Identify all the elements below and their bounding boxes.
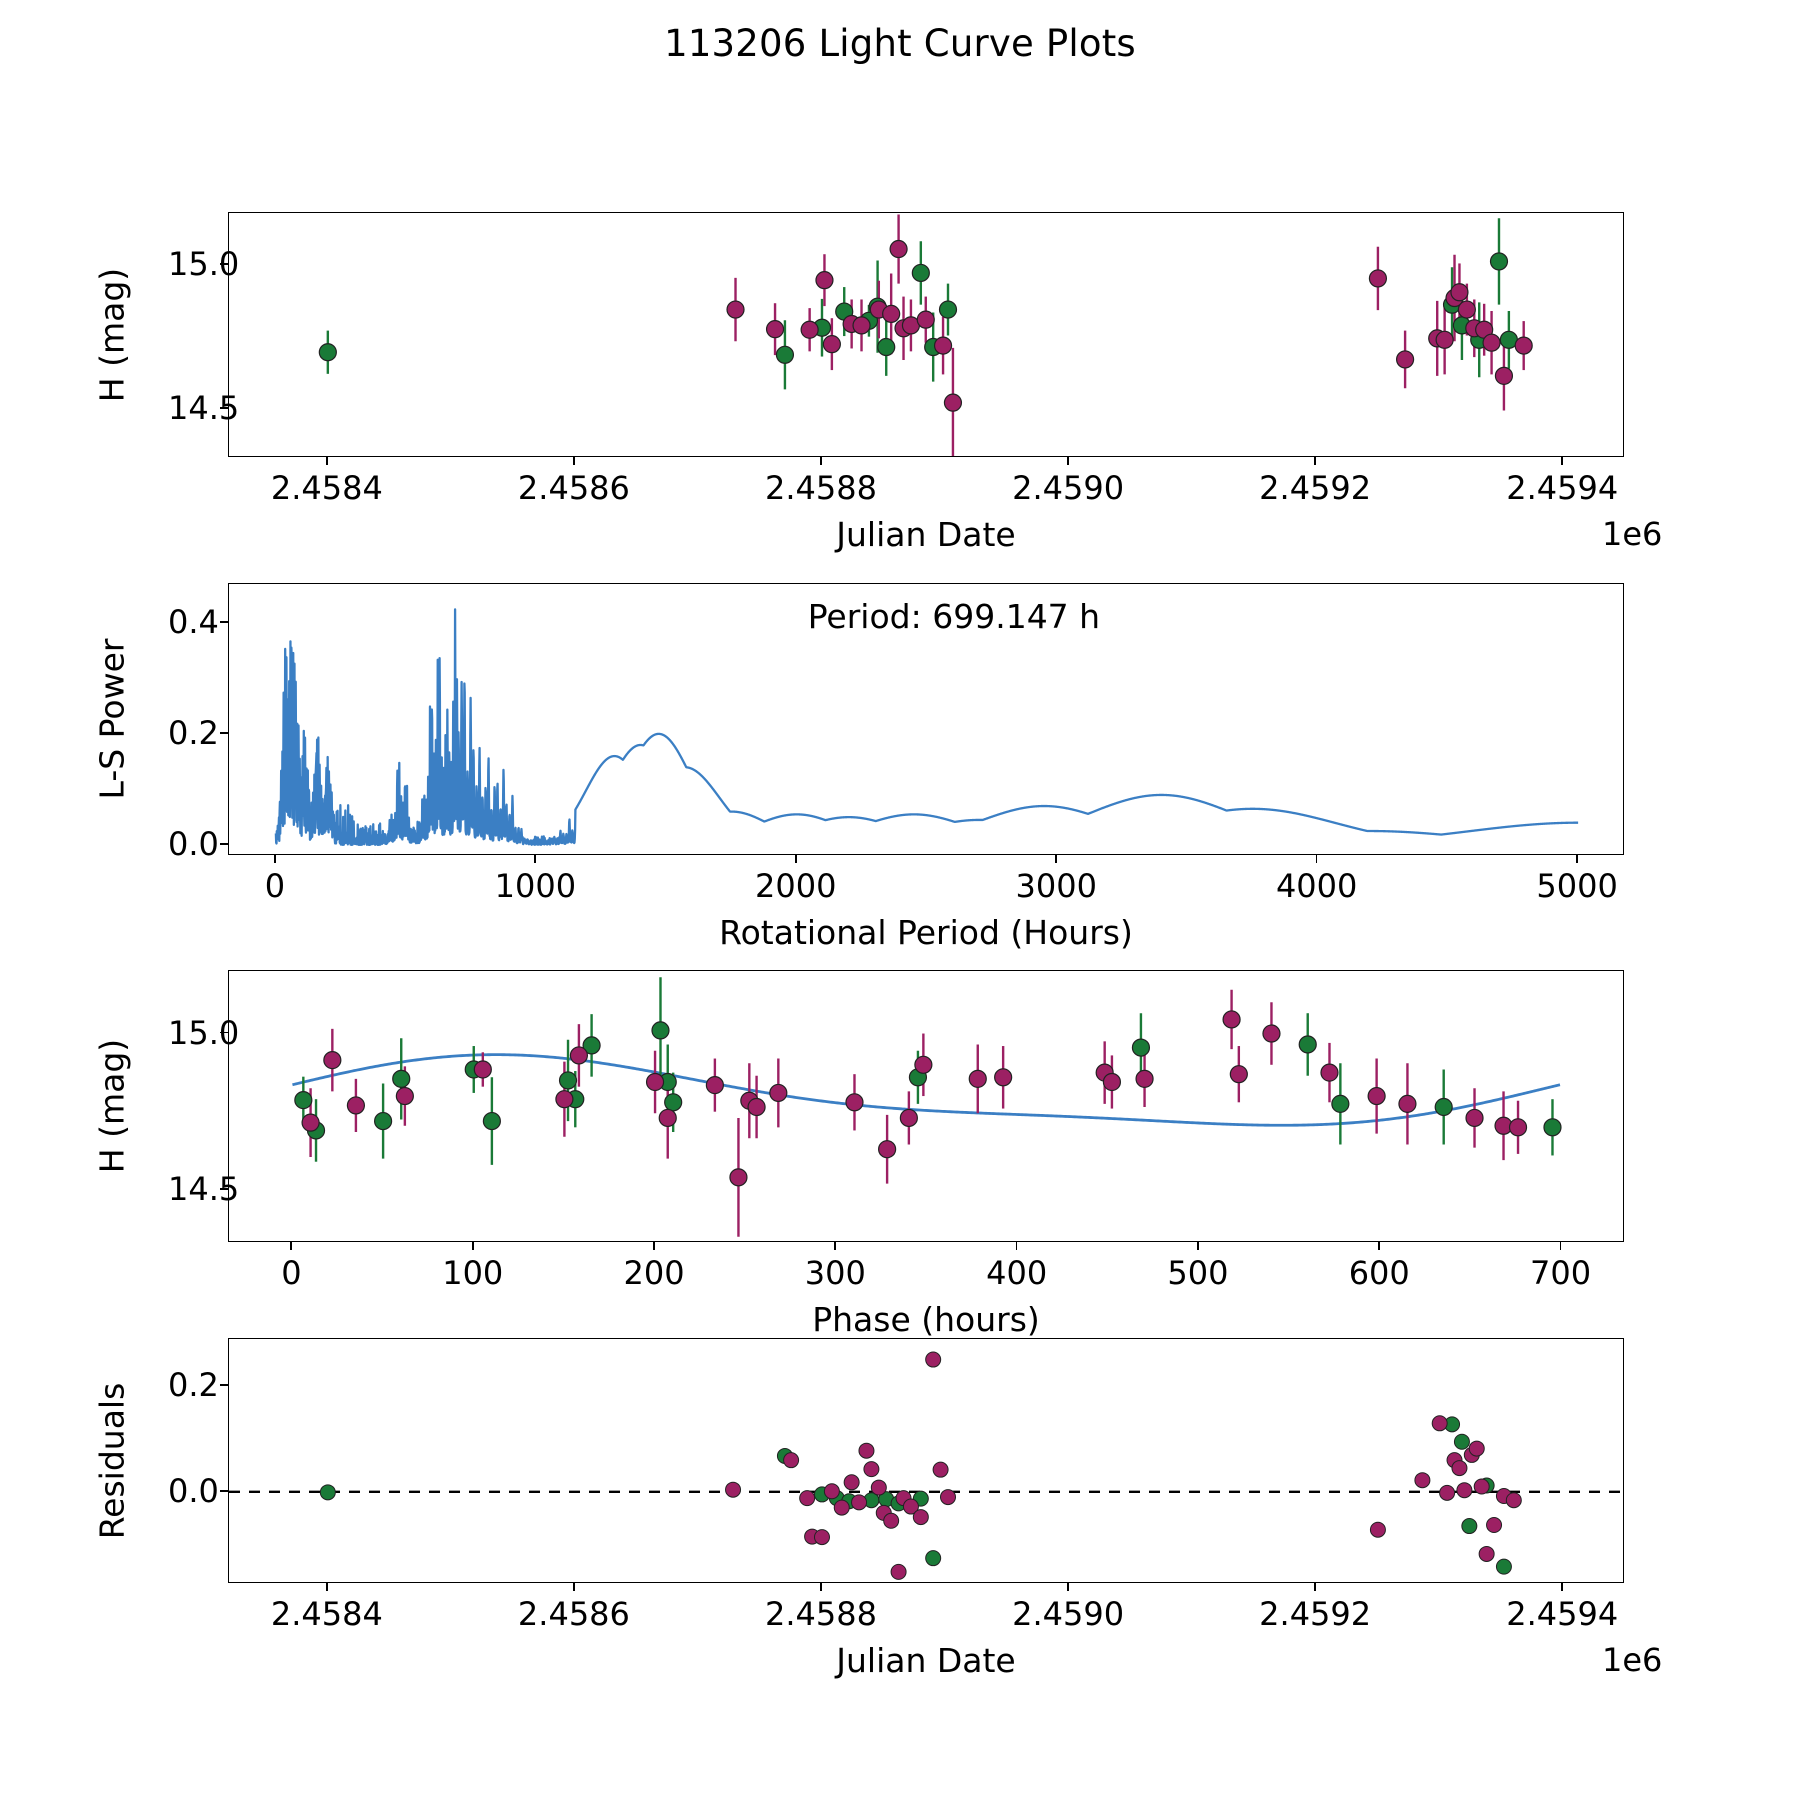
phase-ytick-mark	[220, 1187, 228, 1190]
lightcurve-ytick-label: 15.0	[168, 244, 240, 283]
phase-xtick-label: 100	[442, 1254, 504, 1292]
phase-xtick-mark	[1559, 1242, 1562, 1250]
residuals-xtick-label: 2.4586	[517, 1595, 630, 1633]
residuals-xtick-mark	[1067, 1583, 1069, 1591]
residuals-ytick-mark	[220, 1489, 228, 1492]
figure-title: 113206 Light Curve Plots	[664, 22, 1136, 65]
phase-xtick-mark	[471, 1242, 474, 1250]
residuals-xtick-label: 2.4594	[1506, 1595, 1619, 1633]
phase-xtick-label: 500	[1167, 1254, 1229, 1292]
phase-xlabel: Phase (hours)	[812, 1300, 1040, 1339]
lightcurve-axes[interactable]	[228, 212, 1624, 457]
phase-xtick-mark	[834, 1242, 837, 1250]
periodogram-ytick-mark	[220, 842, 228, 845]
residuals-xtick-label: 2.4592	[1259, 1595, 1372, 1633]
periodogram-xtick-mark	[794, 855, 797, 863]
lightcurve-xtick-mark	[819, 457, 822, 465]
phase-xtick-label: 300	[804, 1254, 866, 1292]
residuals-xtick-label: 2.4584	[270, 1595, 383, 1633]
periodogram-xtick-mark	[534, 855, 537, 863]
lightcurve-xtick-label: 2.4594	[1506, 469, 1619, 507]
periodogram-xtick-label: 5000	[1536, 867, 1618, 905]
residuals-ytick-label: 0.0	[168, 1471, 219, 1510]
lightcurve-xtick-label: 2.4592	[1259, 469, 1372, 507]
periodogram-ytick-label: 0.0	[168, 824, 219, 863]
residuals-xtick-mark	[819, 1583, 822, 1591]
lightcurve-xtick-mark	[1561, 457, 1564, 465]
lightcurve-xtick-mark	[572, 457, 575, 465]
periodogram-xlabel: Rotational Period (Hours)	[719, 913, 1133, 952]
lightcurve-xtick-label: 2.4586	[517, 469, 630, 507]
periodogram-xtick-label: 3000	[1015, 867, 1097, 905]
residuals-xlabel: Julian Date	[836, 1641, 1016, 1680]
lightcurve-ytick-mark	[220, 407, 228, 409]
lightcurve-xtick-label: 2.4590	[1012, 469, 1125, 507]
period-annotation: Period: 699.147 h	[807, 597, 1101, 636]
phase-xtick-label: 0	[281, 1254, 302, 1292]
lightcurve-xtick-mark	[1314, 457, 1316, 465]
residuals-xtick-mark	[1314, 1583, 1316, 1591]
periodogram-xtick-mark	[1576, 855, 1578, 863]
lightcurve-ytick-mark	[220, 262, 228, 265]
residuals-xtick-label: 2.4590	[1012, 1595, 1125, 1633]
phase-ytick-label: 15.0	[168, 1013, 240, 1052]
phase-xtick-label: 400	[986, 1254, 1048, 1292]
lightcurve-xtick-mark	[325, 457, 328, 465]
phase-xtick-mark	[1196, 1242, 1199, 1250]
residuals-axes[interactable]	[228, 1338, 1624, 1583]
residuals-ytick-label: 0.2	[168, 1366, 219, 1405]
periodogram-xtick-mark	[1315, 855, 1318, 863]
periodogram-xtick-label: 2000	[755, 867, 837, 905]
phase-xtick-label: 600	[1348, 1254, 1410, 1292]
periodogram-xtick-label: 0	[264, 867, 286, 905]
residuals-ytick-mark	[220, 1384, 228, 1387]
residuals-xtick-mark	[1561, 1583, 1564, 1591]
lightcurve-xlabel: Julian Date	[836, 515, 1016, 554]
lightcurve-ylabel: H (mag)	[92, 267, 132, 402]
periodogram-ylabel: L-S Power	[92, 638, 132, 800]
phase-xtick-mark	[290, 1242, 293, 1250]
phase-ytick-label: 14.5	[168, 1169, 240, 1208]
phase-ytick-mark	[220, 1031, 228, 1034]
lightcurve-xtick-mark	[1067, 457, 1069, 465]
residuals-xtick-mark	[572, 1583, 575, 1591]
phase-axes[interactable]	[228, 970, 1624, 1242]
periodogram-ytick-label: 0.4	[168, 602, 219, 641]
residuals-x-offset-text: 1e6	[1602, 1641, 1663, 1679]
periodogram-ytick-mark	[220, 731, 228, 734]
residuals-ylabel: Residuals	[92, 1382, 132, 1539]
periodogram-ytick-label: 0.2	[168, 713, 219, 752]
lightcurve-xtick-label: 2.4584	[270, 469, 383, 507]
phase-xtick-label: 200	[623, 1254, 685, 1292]
lightcurve-xtick-label: 2.4588	[765, 469, 877, 507]
periodogram-axes[interactable]	[228, 583, 1624, 855]
lightcurve-ytick-label: 14.5	[168, 389, 240, 427]
lightcurve-x-offset-text: 1e6	[1602, 515, 1663, 553]
periodogram-xtick-label: 1000	[494, 867, 577, 905]
phase-xtick-label: 700	[1529, 1254, 1592, 1292]
residuals-xtick-mark	[325, 1583, 328, 1591]
phase-ylabel: H (mag)	[92, 1038, 132, 1174]
periodogram-xtick-mark	[273, 855, 276, 863]
periodogram-xtick-label: 4000	[1275, 867, 1358, 905]
residuals-xtick-label: 2.4588	[765, 1595, 877, 1633]
periodogram-xtick-mark	[1055, 855, 1058, 863]
periodogram-ytick-mark	[220, 620, 228, 623]
phase-xtick-mark	[1015, 1242, 1018, 1250]
phase-xtick-mark	[653, 1242, 655, 1250]
phase-xtick-mark	[1378, 1242, 1381, 1250]
